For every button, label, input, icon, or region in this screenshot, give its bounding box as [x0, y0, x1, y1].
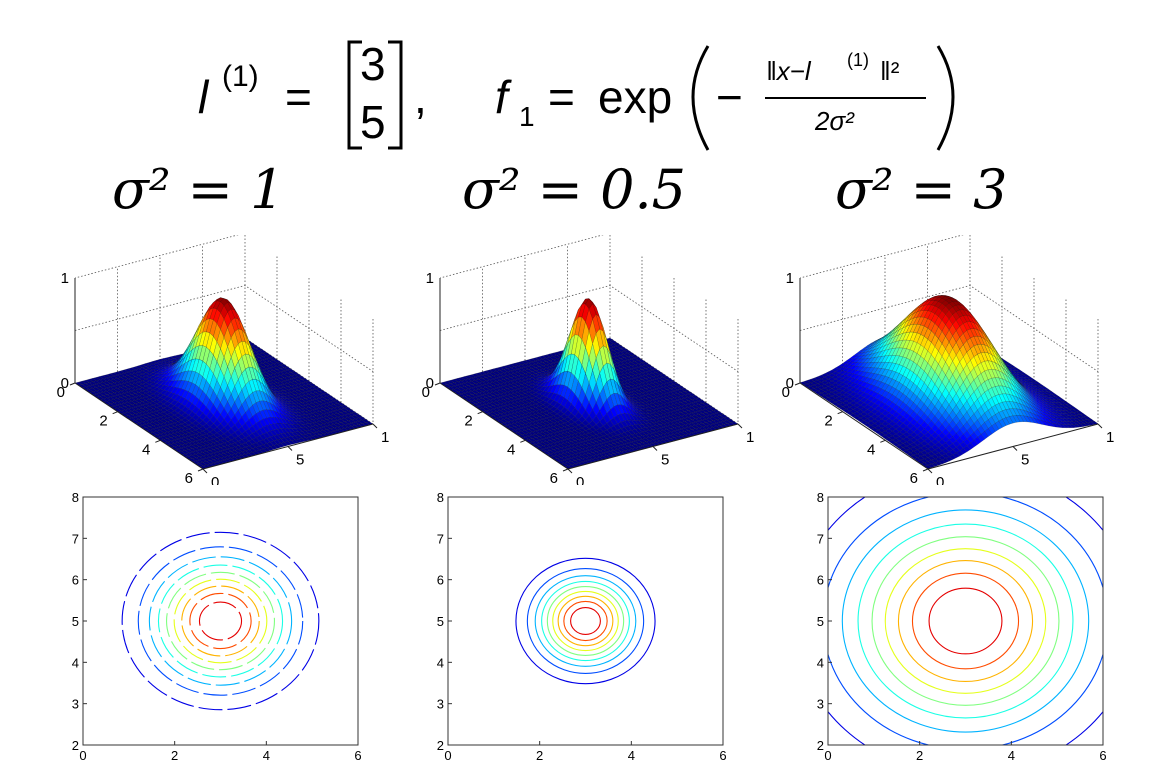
x-tick: [112, 411, 118, 415]
surface-mesh: [74, 297, 374, 470]
x-tick: [69, 382, 76, 386]
y-tick: [372, 423, 378, 429]
title-sigma-3: σ² = 3: [835, 158, 1008, 221]
surface-plot-sigma-0-5: 0 2 4 6 0 5 10 0 1: [422, 235, 755, 485]
y-tick: [737, 423, 743, 429]
x-axis: [74, 382, 204, 470]
formula: l (1) = 3 5 , f 1 = exp − ‖x−l (1) ‖² 2σ…: [198, 40, 955, 151]
surface-plot-sigma-3: 0246051001: [782, 235, 1115, 485]
formula-equals-2: =: [548, 71, 575, 123]
formula-exp: exp: [598, 71, 672, 123]
numerator-left: ‖x−l: [766, 56, 812, 86]
x-tick-label: 4: [142, 441, 150, 458]
x-tick-label: 0: [57, 384, 65, 401]
back-wall-grid: [439, 235, 611, 338]
x-tick: [520, 439, 526, 443]
title-sigma-1: σ² = 1: [112, 158, 285, 221]
surface-mesh: [799, 295, 1099, 469]
x-tick: [434, 382, 441, 386]
z-gridline: [799, 285, 1099, 372]
z-tick-label: 0: [61, 375, 69, 392]
back-wall-grid: [74, 235, 246, 338]
right-paren: [936, 45, 955, 151]
numerator-sup: (1): [847, 50, 869, 70]
x-tick: [477, 411, 483, 415]
formula-equals: =: [285, 71, 312, 123]
x-tick: [562, 468, 569, 472]
formula-f-sub: 1: [519, 101, 535, 132]
y-tick: [287, 446, 293, 451]
x-tick: [197, 468, 204, 472]
vector-right-bracket: [388, 40, 403, 150]
numerator-right: ‖²: [880, 56, 900, 86]
formula-lhs-sup: (1): [222, 60, 259, 93]
y-tick-label: 10: [381, 429, 390, 446]
title-sigma-0-5: σ² = 0.5: [462, 158, 686, 221]
denominator: 2σ²: [814, 106, 855, 136]
z-tick-label: 0: [426, 375, 434, 392]
z-tick-label: 1: [426, 270, 434, 287]
z-gridline: [439, 285, 739, 372]
vector-top: 3: [360, 40, 386, 90]
y-tick-label: 0: [211, 474, 219, 485]
x-axis: [439, 382, 569, 470]
surface-mesh: [439, 298, 739, 470]
y-tick-label: 5: [661, 452, 669, 469]
y-tick: [567, 468, 573, 474]
y-tick: [202, 468, 208, 474]
vector-left-bracket: [347, 40, 362, 150]
x-tick-label: 4: [507, 441, 515, 458]
y-tick: [652, 446, 658, 451]
formula-comma: ,: [414, 71, 427, 123]
x-tick-label: 2: [464, 413, 472, 430]
y-tick-label: 10: [746, 429, 755, 446]
formula-minus: −: [716, 71, 743, 123]
x-tick-label: 6: [185, 470, 193, 485]
x-tick: [155, 439, 161, 443]
x-tick-label: 0: [422, 384, 430, 401]
formula-f-var: f: [495, 71, 512, 123]
back-wall-grid: [799, 235, 971, 338]
y-tick-label: 5: [296, 452, 304, 469]
y-tick-label: 0: [576, 474, 584, 485]
x-tick-label: 6: [550, 470, 558, 485]
z-tick-label: 1: [61, 270, 69, 287]
surface-plot-sigma-1: 0 2 4 6 0 5 10 0 1: [57, 235, 390, 485]
left-paren: [691, 45, 710, 151]
vector-bottom: 5: [360, 96, 386, 148]
z-gridline: [74, 285, 374, 372]
formula-lhs-var: l: [198, 71, 210, 123]
x-tick-label: 2: [99, 413, 107, 430]
